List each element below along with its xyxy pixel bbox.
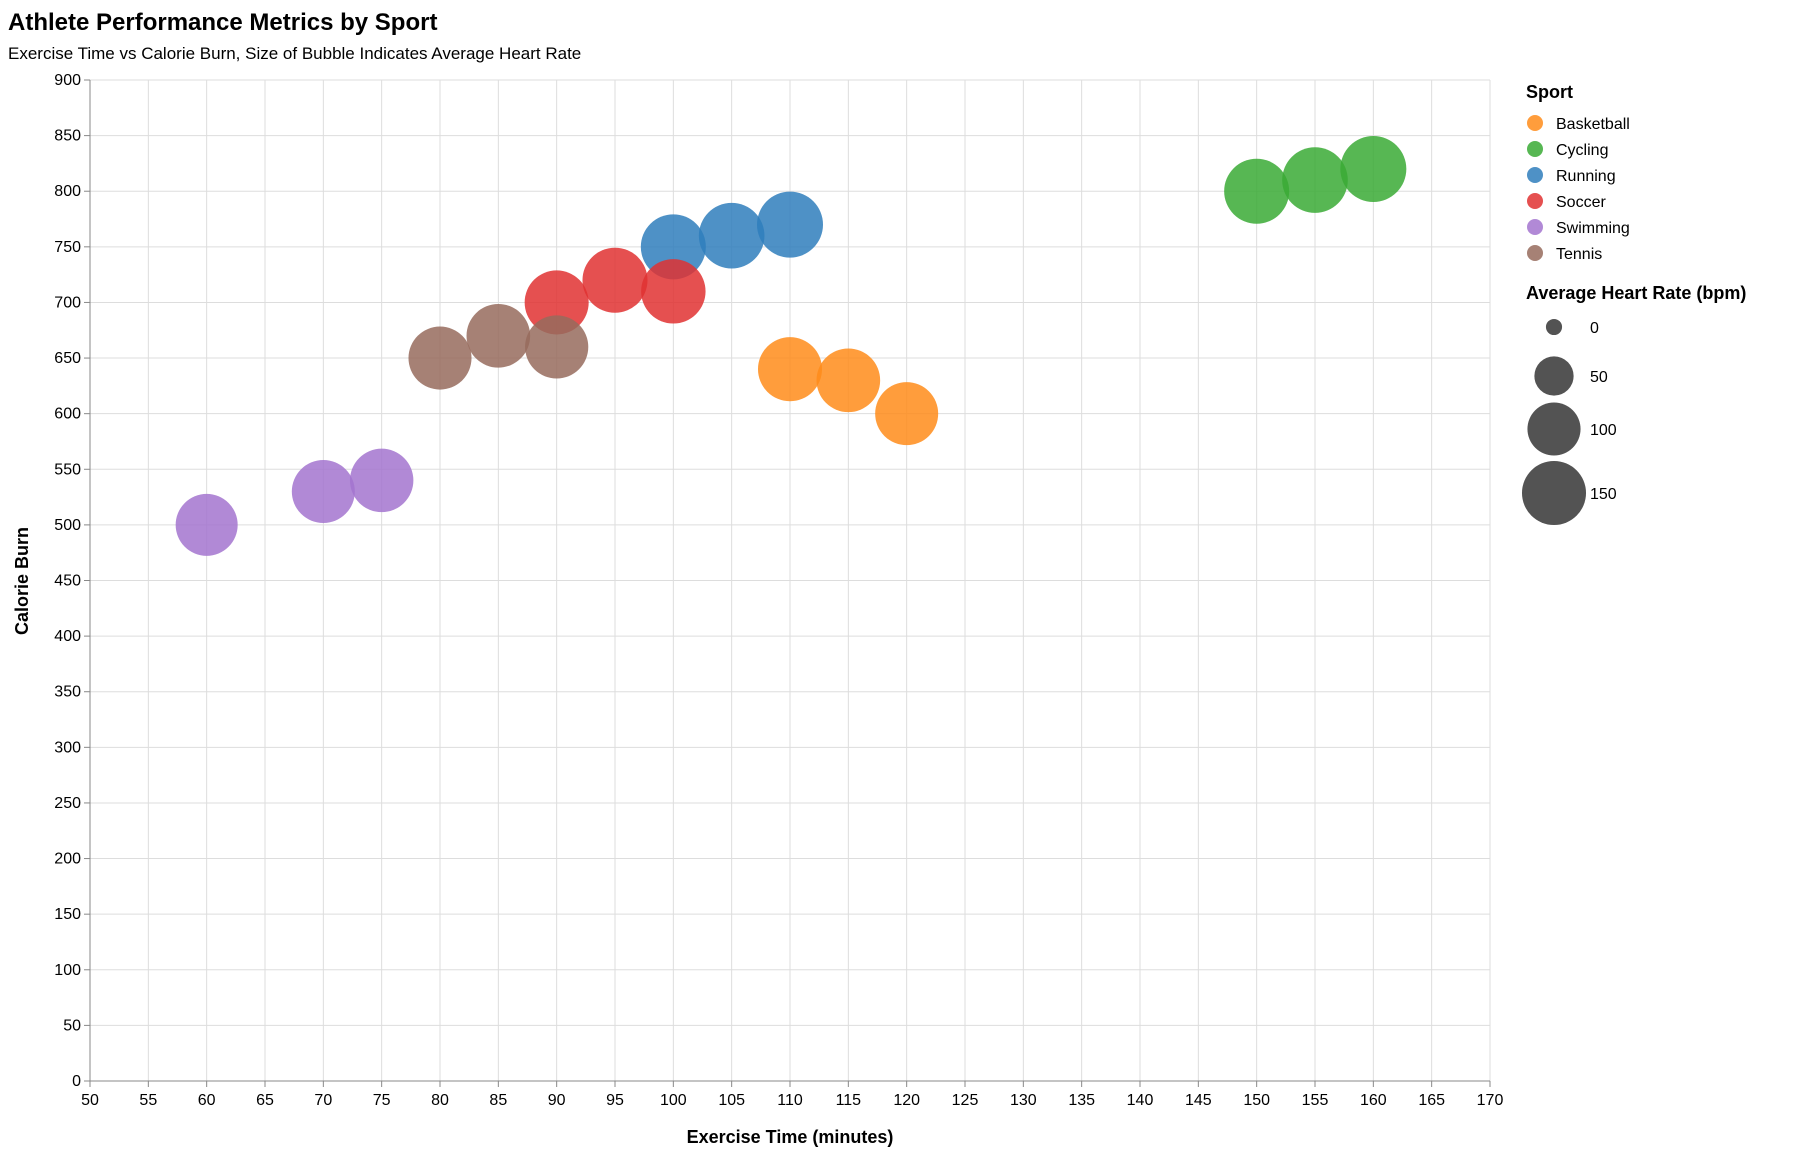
x-tick-label: 105 — [718, 1092, 745, 1109]
legend-swatch-basketball — [1527, 115, 1543, 131]
bubble-basketball — [875, 382, 939, 446]
chart-subtitle: Exercise Time vs Calorie Burn, Size of B… — [8, 44, 581, 63]
x-tick-label: 55 — [139, 1092, 157, 1109]
y-tick-label: 750 — [54, 239, 81, 256]
x-tick-label: 75 — [373, 1092, 391, 1109]
y-tick-label: 800 — [54, 183, 81, 200]
y-tick-label: 50 — [63, 1017, 81, 1034]
x-tick-label: 60 — [198, 1092, 216, 1109]
x-tick-label: 120 — [893, 1092, 920, 1109]
x-tick-label: 125 — [952, 1092, 979, 1109]
bubble-cycling — [1224, 158, 1290, 224]
bubble-cycling — [1282, 147, 1348, 213]
legend-swatch-soccer — [1527, 193, 1543, 209]
bubble-tennis — [525, 315, 589, 379]
bubble-basketball — [757, 337, 823, 402]
x-tick-label: 115 — [836, 1092, 862, 1109]
x-tick-label: 110 — [777, 1092, 803, 1109]
bubble-tennis — [408, 326, 472, 390]
x-tick-label: 155 — [1302, 1092, 1329, 1109]
y-tick-label: 400 — [54, 628, 81, 645]
bubble-swimming — [175, 493, 238, 556]
x-tick-label: 165 — [1418, 1092, 1445, 1109]
legend-label-tennis: Tennis — [1556, 246, 1602, 263]
legend-swatch-swimming — [1527, 219, 1543, 235]
y-tick-label: 500 — [54, 517, 81, 534]
x-tick-label: 100 — [660, 1092, 687, 1109]
y-tick-label: 450 — [54, 573, 81, 590]
x-tick-label: 170 — [1477, 1092, 1504, 1109]
legend-label-soccer: Soccer — [1556, 194, 1606, 211]
x-tick-label: 160 — [1360, 1092, 1387, 1109]
y-tick-label: 900 — [54, 72, 81, 89]
x-tick-label: 85 — [489, 1092, 507, 1109]
x-tick-label: 140 — [1127, 1092, 1154, 1109]
y-tick-label: 0 — [72, 1073, 81, 1090]
legend-label-swimming: Swimming — [1556, 220, 1630, 237]
legend-swatch-running — [1527, 167, 1543, 183]
y-tick-label: 150 — [54, 906, 81, 923]
size-legend-title: Average Heart Rate (bpm) — [1526, 283, 1746, 303]
size-legend-swatch — [1521, 460, 1587, 526]
size-legend-label: 100 — [1590, 422, 1617, 439]
bubble-basketball — [816, 348, 881, 413]
x-tick-label: 135 — [1068, 1092, 1095, 1109]
size-legend-label: 0 — [1590, 320, 1599, 337]
axes: 50 55 60 65 70 75 80 85 90 95 100 105 110 115 120 125 13… — [54, 72, 1503, 1109]
x-tick-label: 50 — [81, 1092, 99, 1109]
x-tick-label: 145 — [1185, 1092, 1212, 1109]
legend-label-cycling: Cycling — [1556, 142, 1608, 159]
bubble-swimming — [349, 448, 414, 513]
x-tick-label: 90 — [548, 1092, 566, 1109]
legend-label-basketball: Basketball — [1556, 116, 1630, 133]
y-tick-label: 850 — [54, 128, 81, 145]
y-tick-label: 300 — [54, 739, 81, 756]
y-tick-label: 350 — [54, 684, 81, 701]
color-legend-items: Basketball Cycling Running Soccer Swimming Te… — [1527, 115, 1630, 263]
x-tick-label: 130 — [1010, 1092, 1037, 1109]
bubble-running — [640, 214, 706, 280]
y-axis-title: Calorie Burn — [12, 527, 32, 635]
bubble-swimming — [291, 460, 355, 524]
bubbles — [175, 135, 1407, 556]
bubble-soccer — [582, 247, 648, 313]
size-legend-swatch — [1527, 402, 1581, 456]
bubble-cycling — [1340, 135, 1407, 202]
x-tick-label: 95 — [606, 1092, 624, 1109]
size-legend-items: 0 50 100 150 — [1521, 318, 1617, 526]
color-legend-title: Sport — [1526, 82, 1573, 102]
y-tick-label: 100 — [54, 962, 81, 979]
legend-label-running: Running — [1556, 168, 1616, 185]
chart-title: Athlete Performance Metrics by Sport — [8, 9, 437, 36]
legend: Sport Basketball Cycling Running Soccer Swim… — [1521, 82, 1746, 526]
size-legend-swatch — [1545, 318, 1563, 336]
y-tick-label: 250 — [54, 795, 81, 812]
bubble-soccer — [524, 270, 589, 335]
legend-swatch-tennis — [1527, 245, 1543, 261]
y-tick-label: 700 — [54, 294, 81, 311]
x-tick-label: 80 — [431, 1092, 449, 1109]
size-legend-label: 150 — [1590, 486, 1617, 503]
x-axis-title: Exercise Time (minutes) — [687, 1127, 894, 1147]
x-tick-label: 70 — [314, 1092, 332, 1109]
y-tick-label: 550 — [54, 461, 81, 478]
y-tick-label: 600 — [54, 406, 81, 423]
x-tick-label: 150 — [1243, 1092, 1270, 1109]
bubble-tennis — [466, 303, 531, 368]
bubble-soccer — [641, 259, 706, 324]
size-legend-label: 50 — [1590, 369, 1608, 386]
bubble-running — [698, 202, 765, 269]
bubble-running — [757, 191, 823, 258]
size-legend-swatch — [1534, 356, 1574, 396]
y-tick-label: 650 — [54, 350, 81, 367]
x-tick-label: 65 — [256, 1092, 274, 1109]
legend-swatch-cycling — [1527, 141, 1543, 157]
y-tick-label: 200 — [54, 851, 81, 868]
